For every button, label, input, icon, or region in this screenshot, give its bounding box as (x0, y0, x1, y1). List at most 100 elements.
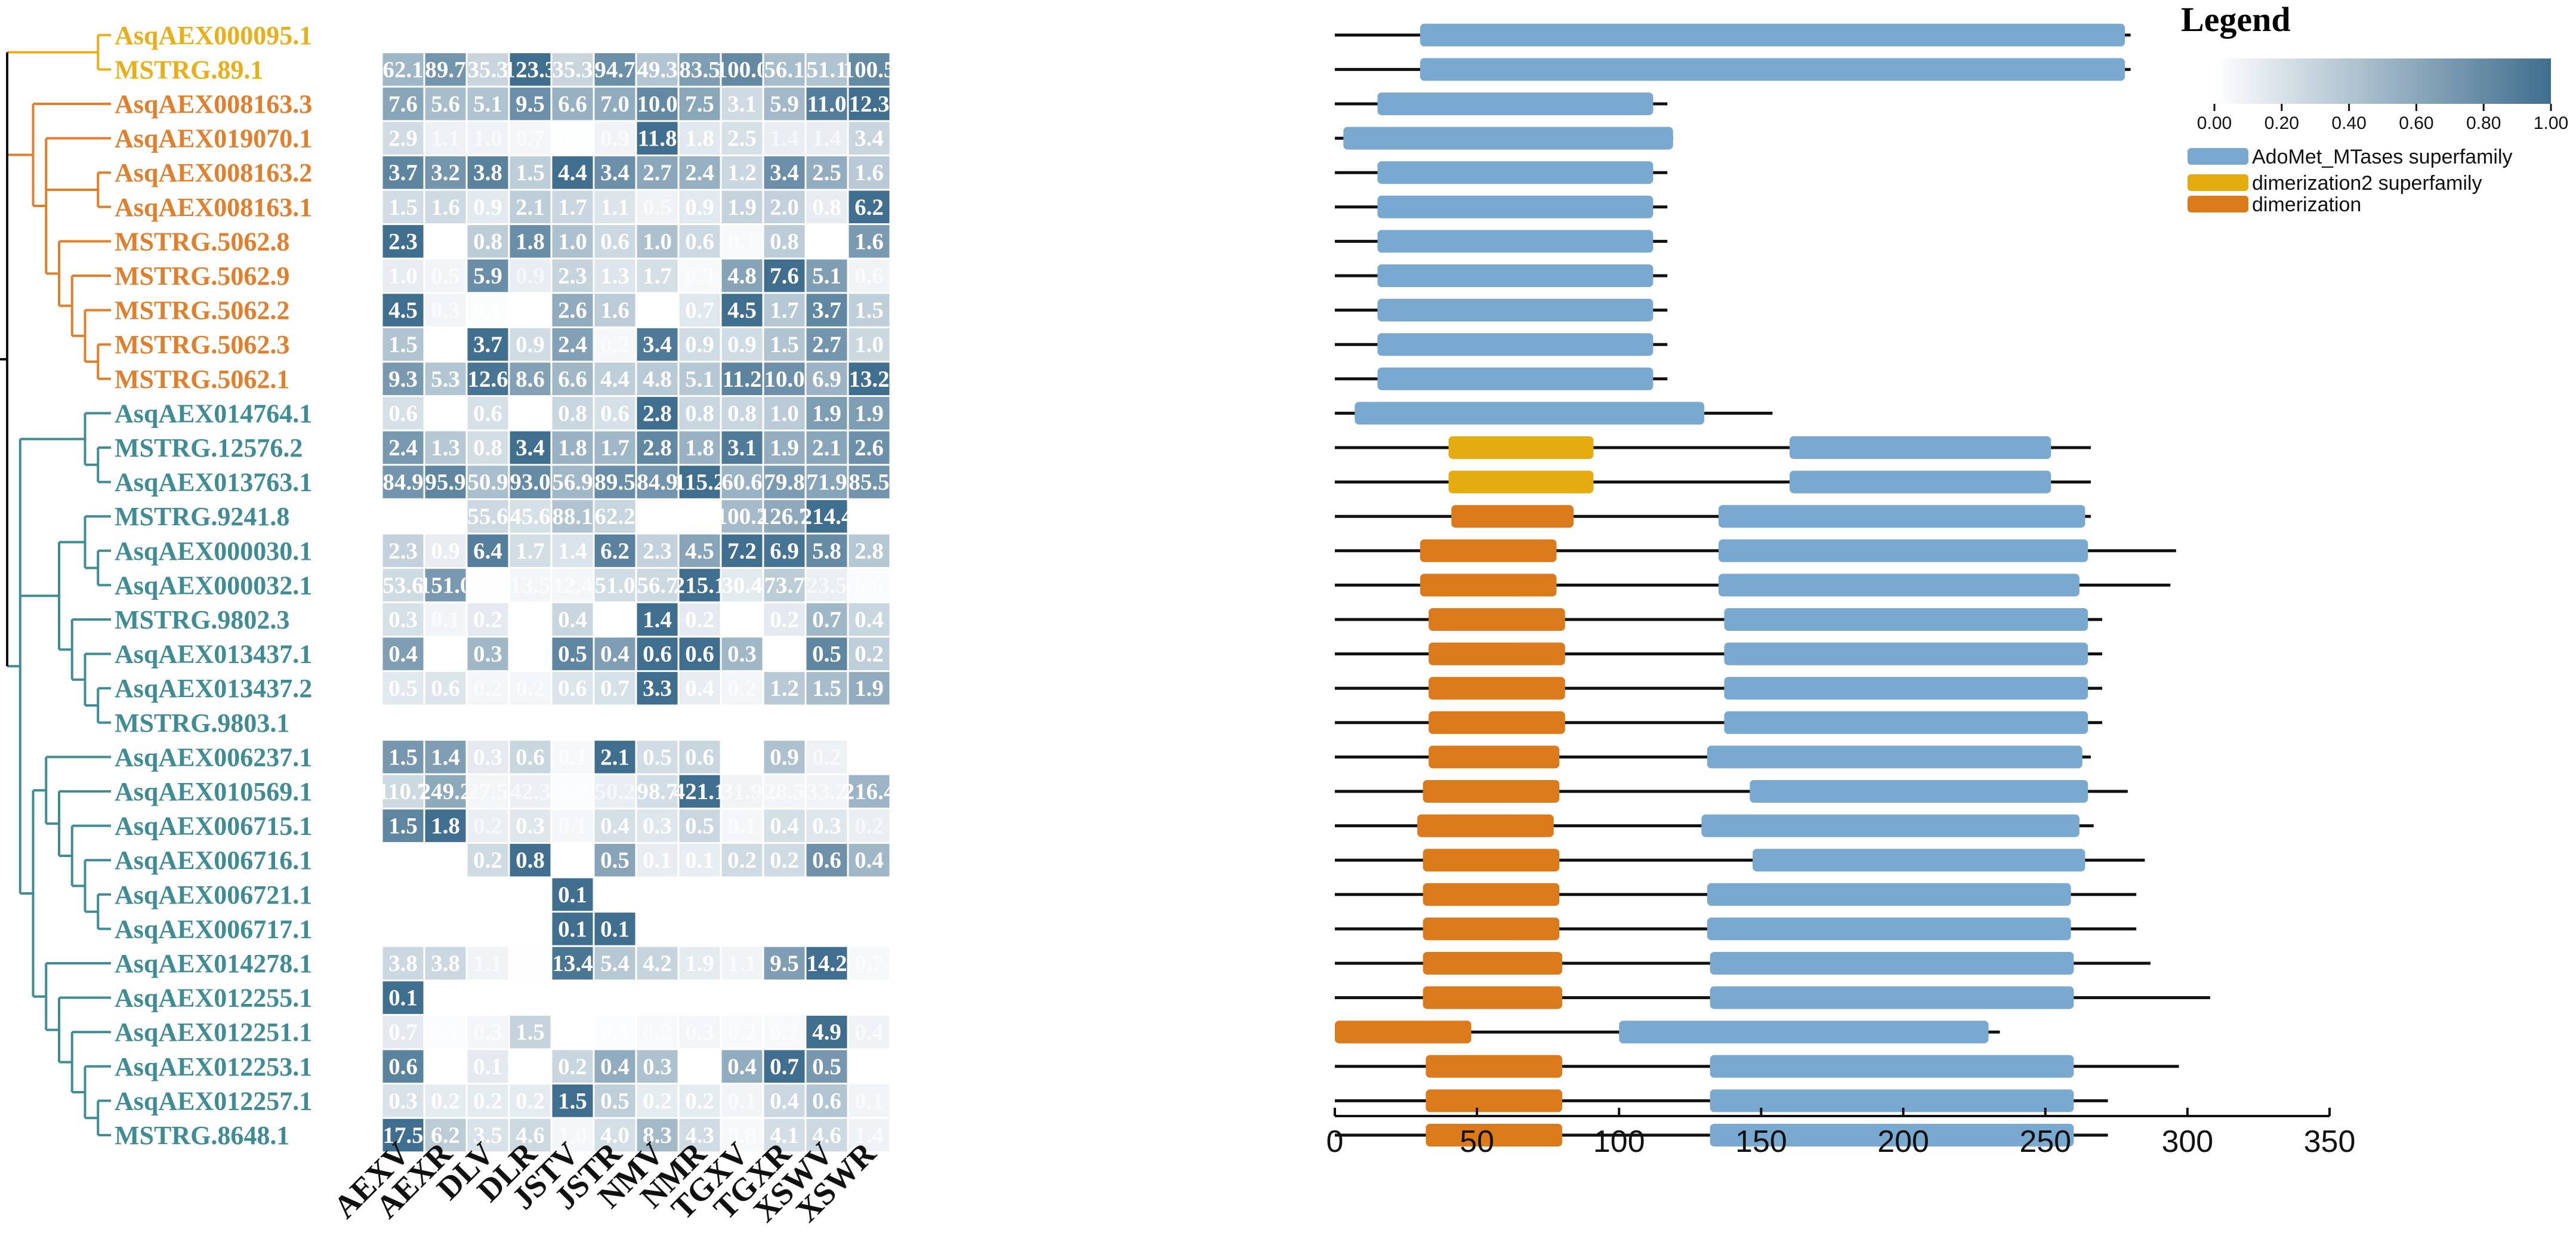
heatmap-cell-value: 23.5 (806, 572, 847, 598)
heatmap-cell (637, 19, 678, 52)
heatmap-cell (721, 981, 763, 1014)
heatmap-cell-value: 0.4 (854, 607, 884, 633)
heatmap-cell-value: 0.2 (685, 607, 714, 633)
heatmap-cell-value: 51.1 (806, 57, 847, 82)
heatmap-cell-value: 2.1 (516, 195, 545, 220)
heatmap-cell (764, 1050, 805, 1083)
protein-domain (1707, 917, 2071, 941)
protein-domain (1417, 814, 1554, 837)
heatmap-cell (806, 431, 847, 464)
heatmap-cell (594, 259, 635, 292)
heatmap-cell-value: 0.9 (516, 332, 545, 357)
heatmap-cell (594, 913, 635, 945)
heatmap-cell (721, 500, 763, 533)
heatmap-cell-value: 1.4 (812, 126, 841, 152)
heatmap-cell-value: 4.8 (727, 263, 757, 289)
heatmap-cell-value: 56.9 (552, 470, 593, 495)
heatmap-cell (510, 53, 551, 86)
heatmap-cell (637, 294, 678, 326)
heatmap-cell-value: 12.4 (552, 572, 593, 598)
heatmap-cell (594, 466, 635, 498)
heatmap-cell-value: 0.6 (600, 229, 630, 254)
heatmap-cell-value: 5.3 (431, 366, 460, 392)
heatmap-cell-value: 0.1 (558, 882, 587, 908)
heatmap-cell-value: 0.6 (685, 229, 714, 254)
heatmap-cell-value: 6.2 (600, 538, 630, 564)
heatmap-cell (594, 294, 635, 326)
heatmap-cell-value: 0.4 (600, 642, 630, 667)
heatmap-cell (849, 671, 890, 705)
gene-label: MSTRG.8648.1 (115, 1121, 289, 1150)
heatmap-cell-value: 0.2 (473, 813, 502, 839)
heatmap-cell-value: 1.5 (388, 195, 418, 220)
colorbar-tick-label: 0.60 (2399, 113, 2433, 133)
heatmap-cell-value: 0.4 (854, 1019, 884, 1045)
heatmap-cell (849, 1050, 890, 1083)
heatmap-cell (510, 706, 551, 739)
protein-domain (1377, 195, 1653, 218)
heatmap-cell-value: 0.5 (685, 813, 714, 839)
heatmap-cell-value: 110.7 (378, 779, 429, 805)
heatmap-cell-value: 0.2 (473, 607, 502, 633)
heatmap-cell (425, 947, 466, 980)
x-axis-tick-label: 350 (2304, 1124, 2356, 1159)
heatmap-cell (806, 19, 847, 52)
heatmap-cell-value: 0.1 (388, 985, 418, 1011)
heatmap-cell (764, 947, 805, 980)
heatmap-cell-value: 1.7 (558, 195, 587, 220)
heatmap-cell-value: 0.1 (558, 744, 587, 770)
protein-domain (1423, 883, 1560, 906)
heatmap-cell-value: 89.5 (594, 470, 635, 495)
protein-domain (1377, 367, 1653, 390)
heatmap-cell-value: 35.3 (467, 57, 508, 82)
heatmap-cell-value: 0.1 (685, 847, 714, 873)
heatmap-cell-value: 3.4 (600, 160, 630, 186)
heatmap-cell (510, 741, 551, 773)
heatmap-cell (382, 981, 424, 1014)
heatmap-cell-value: 1.2 (727, 160, 757, 186)
heatmap-cell-value: 30.4 (721, 572, 762, 598)
heatmap-cell (679, 1015, 720, 1049)
protein-domain (1724, 608, 2088, 631)
heatmap-cell (382, 259, 424, 292)
heatmap-cell (849, 741, 890, 773)
heatmap-cell (637, 397, 678, 430)
heatmap-cell (382, 1050, 424, 1083)
heatmap-cell-value: 3.8 (473, 160, 502, 186)
heatmap-cell (552, 1050, 593, 1083)
heatmap-cell-value: 0.8 (727, 400, 757, 426)
heatmap-cell-value: 4.4 (600, 366, 630, 392)
heatmap-cell-value: 2.9 (388, 126, 418, 152)
heatmap-cell-value: 4.6 (812, 1123, 841, 1148)
heatmap-cell-value: 98.7 (637, 779, 677, 805)
heatmap-cell (849, 397, 890, 430)
heatmap-cell-value: 1.5 (388, 332, 418, 357)
heatmap-cell (806, 294, 847, 326)
heatmap-cell-value: 14.2 (806, 951, 847, 976)
heatmap-cell-value: 3.8 (388, 951, 418, 976)
heatmap-cell (510, 637, 551, 670)
heatmap-cell (637, 878, 678, 911)
heatmap-cell-value: 7.0 (600, 91, 630, 117)
heatmap-cell-value: 6.6 (558, 91, 587, 117)
heatmap-cell-value: 33.2 (806, 779, 847, 805)
heatmap-cell (637, 569, 678, 602)
gene-label: AsqAEX013437.2 (115, 674, 312, 703)
protein-domain (1343, 127, 1673, 150)
protein-domain (1420, 23, 2125, 47)
heatmap-cell (552, 19, 593, 52)
heatmap-cell-value: 0.3 (473, 744, 502, 770)
heatmap-cell-value: 0.2 (473, 676, 502, 701)
heatmap-cell (425, 981, 466, 1014)
heatmap-cell (849, 19, 890, 52)
heatmap-cell (552, 809, 593, 842)
heatmap-cell (637, 843, 678, 877)
heatmap-cell-value: 1.8 (685, 126, 714, 152)
heatmap-cell (467, 466, 508, 498)
heatmap-cell (849, 637, 890, 670)
heatmap-cell (552, 53, 593, 86)
colorbar-tick-label: 0.20 (2265, 113, 2299, 133)
heatmap-cell (552, 1084, 593, 1117)
heatmap-cell-value: 9.3 (388, 366, 418, 392)
heatmap-cell (510, 981, 551, 1014)
